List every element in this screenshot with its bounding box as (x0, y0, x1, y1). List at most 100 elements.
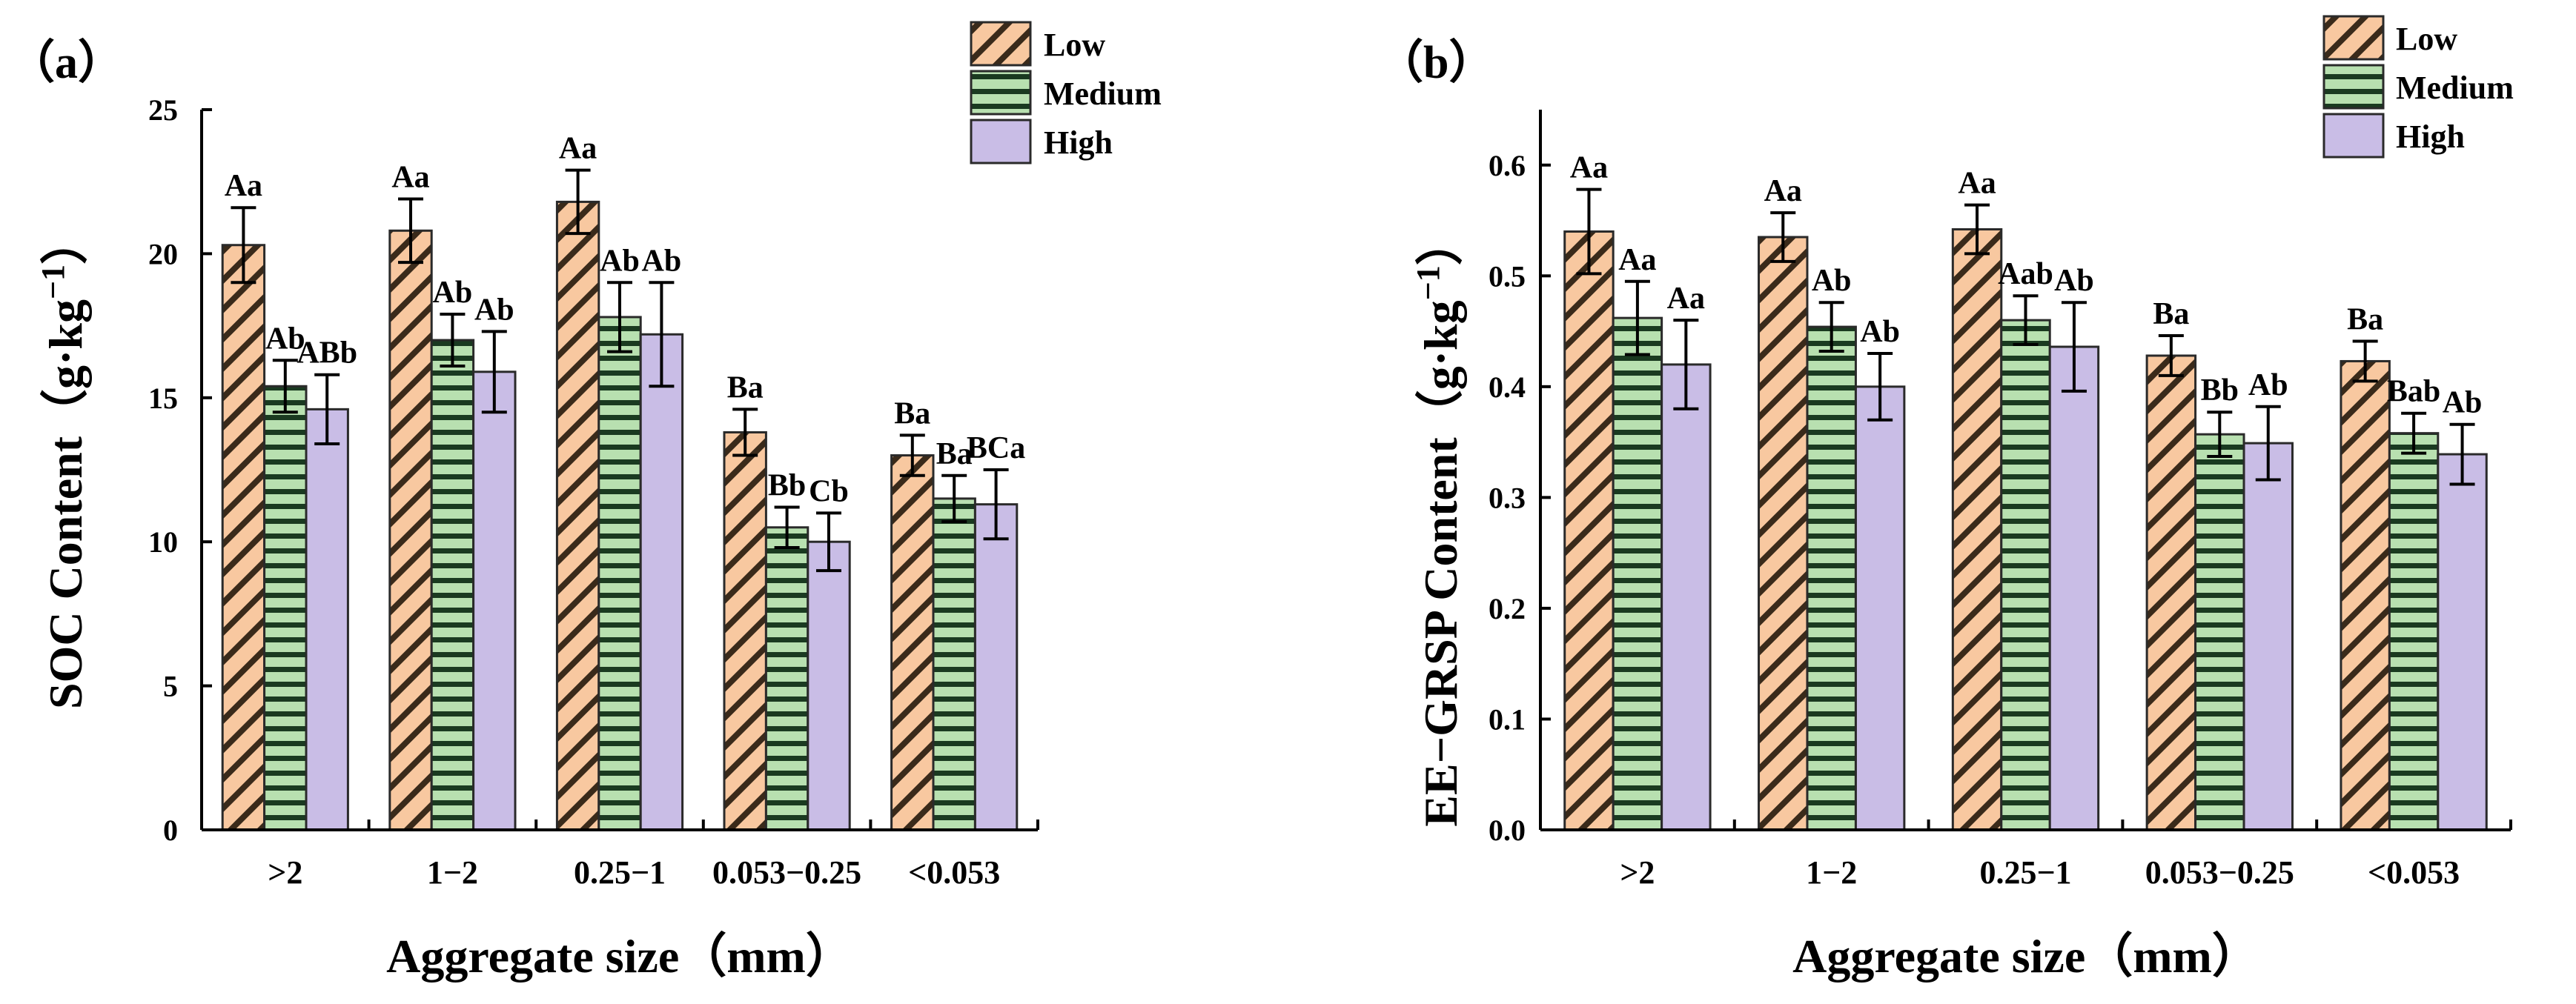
y-ticks: 0 5 10 15 20 25 (148, 93, 212, 847)
y-tick-label: 0.4 (1489, 370, 1526, 404)
x-tick-label: 0.25−1 (574, 854, 666, 891)
bar-medium (2194, 433, 2245, 831)
significance-label: Aa (1958, 167, 1996, 201)
significance-label: Ab (433, 276, 473, 310)
panel-label: （a） (9, 36, 124, 88)
bar-medium (2388, 432, 2440, 831)
bar-low (1563, 230, 1615, 831)
significance-label: Ab (2054, 264, 2094, 298)
x-tick-label: >2 (268, 854, 302, 891)
y-axis-label-main: SOC Content（g·kg (39, 299, 92, 709)
legend-swatch-high (970, 119, 1032, 164)
legend-swatch-medium (2322, 64, 2385, 110)
y-axis-label-exponent: −1 (35, 265, 71, 299)
panel-label: （b） (1377, 36, 1494, 88)
y-axis-label-main: EE−GRSP Content（g·kg (1414, 300, 1467, 826)
x-tick-label: <0.053 (908, 854, 1000, 891)
x-tick-label: 1−2 (427, 854, 478, 891)
bar-low (1951, 228, 2003, 831)
bar-low (221, 244, 266, 831)
bar-low (555, 200, 600, 831)
significance-label: Ab (265, 322, 305, 356)
bar-low (890, 454, 935, 831)
bar-high (973, 503, 1019, 831)
x-tick-label: <0.053 (2368, 854, 2460, 891)
legend: Low Medium High (2322, 15, 2514, 159)
bar-high (1661, 363, 1712, 831)
legend-swatch-low (970, 21, 1032, 67)
significance-label: Aa (559, 132, 597, 166)
bar-low (1758, 236, 1809, 831)
y-tick-label: 15 (148, 382, 178, 415)
bar-medium (597, 316, 642, 831)
y-tick-label: 25 (148, 93, 178, 127)
significance-label: Ab (642, 244, 682, 278)
y-tick-label: 0.1 (1489, 702, 1526, 736)
significance-label: Cb (809, 474, 849, 508)
x-tick-label: >2 (1620, 854, 1655, 891)
legend-label-low: Low (2396, 21, 2457, 57)
bar-high (2437, 453, 2488, 831)
bar-low (2145, 354, 2197, 831)
bar-low (723, 430, 767, 831)
legend-label-high: High (2396, 119, 2465, 155)
bar-high (305, 408, 349, 831)
bar-medium (1612, 316, 1663, 831)
y-axis-label-close: ） (39, 217, 92, 265)
bar-low (388, 229, 433, 831)
y-tick-label: 10 (148, 525, 178, 559)
x-tick-label: 1−2 (1806, 854, 1857, 891)
bar-high (639, 333, 684, 831)
significance-label: Aa (1618, 243, 1656, 277)
y-tick-label: 0.0 (1489, 814, 1526, 847)
significance-label: Ab (2248, 368, 2288, 402)
significance-label: Ab (2443, 386, 2483, 420)
bar-low (2340, 359, 2391, 831)
y-axis-label: EE−GRSP Content（g·kg−1） (1410, 218, 1467, 826)
significance-label: Bab (2387, 375, 2440, 409)
significance-label: Ba (894, 396, 930, 430)
y-tick-label: 0.5 (1489, 259, 1526, 293)
legend-swatch-high (2322, 113, 2385, 159)
significance-label: Ba (727, 370, 764, 405)
significance-label: ABb (297, 336, 357, 370)
x-axis-label: Aggregate size（mm） (1792, 930, 2259, 983)
bar-high (472, 370, 517, 831)
significance-label: Ab (1812, 264, 1852, 298)
y-tick-label: 5 (163, 670, 178, 703)
significance-label: Aa (1667, 282, 1705, 316)
bar-medium (764, 526, 809, 831)
legend-label-medium: Medium (1044, 76, 1162, 112)
legend-label-low: Low (1044, 27, 1105, 63)
bar-high (1854, 385, 1906, 831)
legend-swatch-medium (970, 70, 1032, 116)
legend-label-high: High (1044, 124, 1113, 161)
panel-soc-chart: （a） SOC Content（g·kg−1） Aggregate size（m… (9, 21, 1162, 983)
x-tick-label: 0.25−1 (1979, 854, 2071, 891)
significance-label: Aa (225, 169, 262, 203)
x-ticks: >2 1−2 0.25−1 0.053−0.25 <0.053 (268, 820, 1039, 891)
axes (1539, 110, 2511, 831)
significance-label: Ab (1860, 315, 1900, 349)
significance-label: Bb (2201, 373, 2239, 408)
legend-label-medium: Medium (2396, 70, 2514, 106)
legend-swatch-low (2322, 15, 2385, 61)
x-axis-label: Aggregate size（mm） (386, 930, 853, 983)
x-tick-label: 0.053−0.25 (712, 854, 861, 891)
bar-medium (1806, 325, 1857, 831)
significance-label: Ab (600, 244, 640, 278)
bar-medium (2000, 319, 2051, 831)
panel-ee-grsp-chart: （b） EE−GRSP Content（g·kg−1） Aggregate si… (1377, 15, 2514, 983)
bar-high (807, 540, 851, 831)
bar-high (2048, 345, 2100, 831)
significance-label: BCa (967, 431, 1025, 465)
significance-label: Bb (768, 469, 806, 503)
significance-label: Aa (1570, 151, 1608, 185)
significance-label: Aab (1998, 257, 2053, 291)
significance-label: Ba (2347, 303, 2383, 337)
axes (200, 110, 1038, 831)
y-ticks: 0.0 0.1 0.2 0.3 0.4 0.5 0.6 (1489, 149, 1551, 847)
